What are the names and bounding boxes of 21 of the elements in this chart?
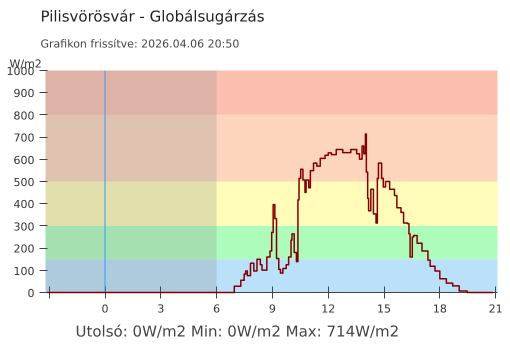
y-tick-label: 100 [14,264,35,278]
y-tick-label: 500 [14,176,35,189]
y-tick-label: 0 [28,287,34,300]
x-tick-label: 3 [157,302,164,316]
x-tick-label: 6 [213,302,220,316]
x-tick-label: 9 [268,302,276,316]
y-tick-label: 600 [14,154,35,167]
x-tick-label: 18 [432,302,447,316]
chart-subtitle: Grafikon frissítve: 2026.04.06 20:50 [40,38,240,50]
y-tick-label: 900 [14,87,35,100]
x-tick-label: 0 [102,302,109,316]
y-tick-label: 300 [14,220,35,234]
y-tick-label: 800 [14,109,35,122]
y-tick-label: 400 [14,198,35,212]
chart-title: Pilisvörösvár - Globálsugárzás [40,8,265,26]
x-tick-label: 21 [488,302,503,316]
text: Utolsó: 0W/m2 Min: 0W/m2 Max: 714W/m2 [76,322,400,340]
y-tick-label: 200 [14,242,35,256]
x-tick-label: 12 [321,302,336,316]
y-tick-label: 700 [14,132,35,145]
x-tick-label: 15 [377,302,392,316]
